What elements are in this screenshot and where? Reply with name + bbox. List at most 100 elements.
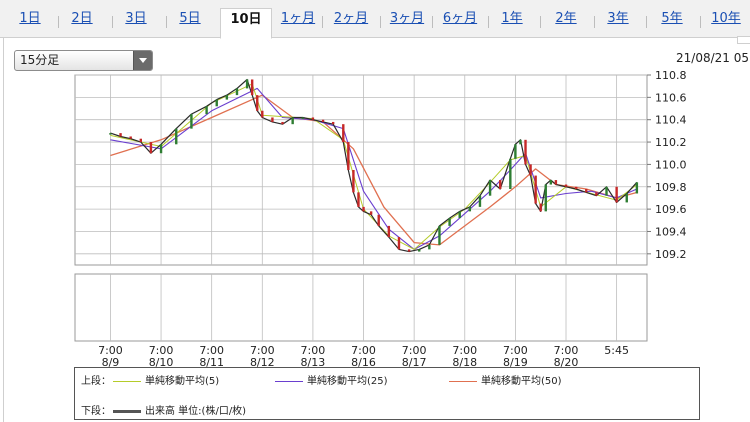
legend-volume-swatch [113, 409, 141, 413]
dropdown-button[interactable] [133, 51, 152, 70]
tab-separator [540, 16, 541, 28]
candle [534, 175, 537, 204]
tab-period[interactable]: 1日 [19, 11, 41, 26]
x-tick-time: 7:00 [452, 344, 477, 357]
tab-period[interactable]: 2年 [555, 11, 577, 26]
plot-frame [74, 74, 648, 266]
tab-period[interactable]: 6ヶ月 [442, 11, 478, 26]
interval-select[interactable]: 15分足 [14, 50, 153, 71]
candle [428, 244, 431, 250]
ma5-line [110, 83, 638, 250]
last-update-timestamp: 21/08/21 05:5 [676, 51, 750, 65]
x-tick-time: 7:00 [402, 344, 427, 357]
candle [529, 164, 532, 176]
candle [488, 180, 492, 196]
x-tick-time: 5:45 [604, 344, 629, 357]
tab-period[interactable]: 5年 [661, 11, 683, 26]
tab-separator [58, 16, 59, 28]
tab-period[interactable]: 2ヶ月 [333, 11, 369, 26]
tab-period[interactable]: 2日 [71, 11, 93, 26]
tab-separator [488, 16, 489, 28]
candle [519, 139, 522, 145]
candle [369, 211, 373, 215]
candle [514, 144, 517, 159]
x-tick-date: 8/11 [199, 356, 224, 369]
y-tick-label: 110.6 [655, 91, 687, 104]
x-tick-date: 8/20 [554, 356, 579, 369]
legend-volume-label: 出来高 単位:(株/口/枚) [145, 406, 247, 417]
candle [271, 117, 274, 122]
interval-select-value: 15分足 [20, 53, 60, 67]
candle [539, 203, 542, 212]
candle [245, 79, 249, 89]
candle [499, 180, 502, 189]
candle [175, 128, 178, 145]
tab-period[interactable]: 3ヶ月 [389, 11, 425, 26]
tab-separator [112, 16, 113, 28]
candle [524, 139, 527, 165]
x-tick-date: 8/19 [503, 356, 528, 369]
price-line [110, 78, 638, 253]
x-tick-time: 7:00 [250, 344, 275, 357]
candle [377, 214, 380, 226]
candle [458, 211, 461, 219]
candle [564, 184, 568, 187]
candle [585, 189, 588, 193]
x-tick-time: 7:00 [199, 344, 224, 357]
y-tick-label: 110.4 [655, 114, 687, 127]
candle [635, 182, 639, 194]
legend-ma25-label: 単純移動平均(25) [307, 376, 388, 387]
candle [311, 117, 315, 120]
tab-separator [594, 16, 595, 28]
candle [352, 170, 355, 193]
candle [139, 138, 143, 143]
candle [281, 121, 284, 125]
x-tick-time: 7:00 [301, 344, 326, 357]
legend-ma50-swatch [449, 380, 477, 382]
tab-period[interactable]: 3日 [125, 11, 147, 26]
legend-ma50-label: 単純移動平均(50) [481, 376, 562, 387]
x-tick-time: 7:00 [503, 344, 528, 357]
tab-period[interactable]: 1ヶ月 [280, 11, 316, 26]
tab-period[interactable]: 10日 [220, 8, 272, 39]
candle [544, 184, 547, 212]
chevron-down-icon [139, 58, 147, 63]
x-tick-date: 8/13 [301, 356, 326, 369]
candle [331, 121, 335, 125]
x-tick-date: 8/10 [149, 356, 174, 369]
y-tick-label: 109.8 [655, 181, 687, 194]
volume-frame [74, 273, 648, 342]
candle [129, 136, 132, 139]
tab-separator [700, 16, 701, 28]
candle [301, 117, 304, 119]
x-tick-date: 8/9 [102, 356, 120, 369]
candle [291, 117, 294, 125]
tab-period[interactable]: 10年 [711, 11, 741, 26]
x-tick-date: 8/17 [402, 356, 427, 369]
y-tick-label: 110.0 [655, 158, 687, 171]
candle [478, 195, 482, 207]
candle [159, 144, 163, 154]
legend-ma5-swatch [113, 380, 141, 382]
candle [225, 95, 229, 100]
candle [448, 218, 451, 226]
candle [149, 142, 153, 154]
candle [574, 186, 578, 189]
x-tick-time: 7:00 [149, 344, 174, 357]
legend-box: 上段： 単純移動平均(5) 単純移動平均(25) 単純移動平均(50) 下段： … [74, 367, 700, 420]
y-tick-label: 109.6 [655, 203, 687, 216]
candle [605, 186, 608, 196]
legend-lower-label: 下段： [81, 406, 111, 417]
tab-separator [166, 16, 167, 28]
legend-ma50: 単純移動平均(50) [449, 372, 562, 387]
candle [362, 206, 365, 212]
candle [407, 249, 411, 252]
tab-separator [432, 16, 433, 28]
candle [438, 225, 441, 245]
candle [397, 237, 401, 250]
tab-period[interactable]: 5日 [179, 11, 201, 26]
tab-period[interactable]: 3年 [607, 11, 629, 26]
tab-period[interactable]: 1年 [501, 11, 523, 26]
candle [256, 95, 259, 111]
candle [418, 249, 421, 252]
